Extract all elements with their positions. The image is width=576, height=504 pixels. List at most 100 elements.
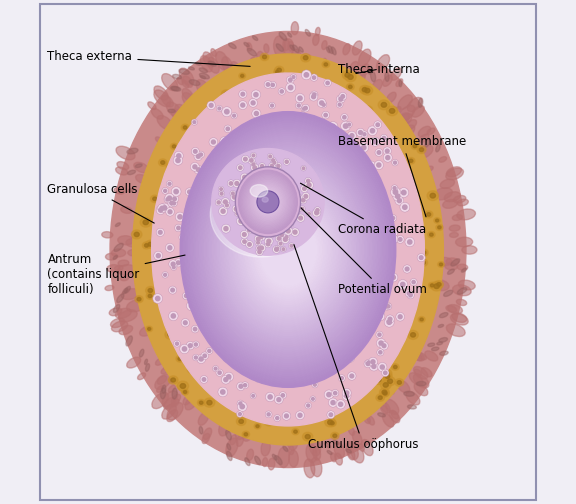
Ellipse shape — [174, 190, 179, 194]
Ellipse shape — [367, 416, 374, 425]
Ellipse shape — [252, 163, 255, 166]
Ellipse shape — [317, 98, 326, 107]
Ellipse shape — [324, 63, 328, 66]
Ellipse shape — [268, 230, 275, 238]
Ellipse shape — [260, 164, 264, 167]
Ellipse shape — [167, 403, 183, 420]
Ellipse shape — [381, 211, 391, 221]
Ellipse shape — [297, 196, 300, 199]
Ellipse shape — [301, 70, 312, 80]
Ellipse shape — [304, 371, 308, 374]
Ellipse shape — [257, 247, 260, 249]
Ellipse shape — [224, 125, 232, 133]
Ellipse shape — [289, 450, 298, 467]
Ellipse shape — [374, 160, 384, 170]
Ellipse shape — [333, 434, 337, 437]
Ellipse shape — [247, 197, 329, 302]
Ellipse shape — [198, 400, 205, 406]
Ellipse shape — [348, 426, 355, 435]
Ellipse shape — [113, 256, 118, 260]
Ellipse shape — [283, 181, 291, 189]
Ellipse shape — [372, 364, 376, 368]
Ellipse shape — [253, 205, 323, 294]
Ellipse shape — [381, 369, 389, 376]
Ellipse shape — [172, 266, 175, 269]
Ellipse shape — [166, 208, 175, 216]
Ellipse shape — [300, 90, 307, 96]
Ellipse shape — [193, 212, 199, 218]
Ellipse shape — [246, 188, 249, 191]
Ellipse shape — [383, 341, 386, 344]
Ellipse shape — [192, 126, 384, 373]
Text: Theca externa: Theca externa — [47, 50, 250, 67]
Ellipse shape — [236, 212, 238, 215]
Ellipse shape — [184, 294, 188, 297]
Ellipse shape — [434, 218, 441, 223]
Ellipse shape — [203, 168, 210, 175]
Ellipse shape — [346, 397, 351, 401]
Ellipse shape — [427, 213, 431, 216]
Ellipse shape — [311, 413, 314, 416]
Ellipse shape — [380, 388, 389, 396]
Ellipse shape — [304, 459, 315, 478]
Ellipse shape — [236, 435, 244, 447]
Ellipse shape — [379, 274, 384, 279]
Ellipse shape — [259, 163, 266, 169]
Ellipse shape — [412, 106, 425, 117]
Ellipse shape — [199, 169, 209, 178]
Ellipse shape — [244, 176, 291, 227]
Ellipse shape — [417, 254, 425, 262]
Ellipse shape — [239, 199, 245, 205]
Ellipse shape — [259, 192, 277, 212]
Ellipse shape — [342, 381, 351, 389]
Ellipse shape — [399, 238, 402, 241]
Text: Cumulus oöphorus: Cumulus oöphorus — [294, 244, 419, 452]
Ellipse shape — [172, 145, 176, 148]
Ellipse shape — [400, 202, 410, 212]
Ellipse shape — [309, 411, 316, 417]
Ellipse shape — [148, 102, 156, 109]
Ellipse shape — [425, 211, 433, 218]
Ellipse shape — [284, 39, 294, 56]
Ellipse shape — [223, 354, 232, 362]
Ellipse shape — [185, 142, 190, 146]
Ellipse shape — [246, 178, 290, 226]
Ellipse shape — [341, 400, 344, 404]
Ellipse shape — [327, 451, 332, 455]
Ellipse shape — [295, 380, 300, 384]
Ellipse shape — [233, 405, 236, 408]
Ellipse shape — [367, 356, 378, 365]
Ellipse shape — [403, 265, 411, 273]
Ellipse shape — [200, 55, 213, 72]
Ellipse shape — [229, 43, 236, 49]
Ellipse shape — [107, 265, 120, 272]
Ellipse shape — [333, 133, 342, 142]
Ellipse shape — [229, 403, 236, 410]
Ellipse shape — [308, 88, 313, 92]
Ellipse shape — [339, 402, 343, 406]
Ellipse shape — [219, 191, 225, 197]
Ellipse shape — [168, 196, 172, 200]
Ellipse shape — [177, 78, 183, 85]
Ellipse shape — [203, 52, 214, 67]
Ellipse shape — [457, 264, 468, 270]
Ellipse shape — [293, 403, 304, 412]
Ellipse shape — [239, 402, 242, 405]
Ellipse shape — [230, 435, 236, 445]
Ellipse shape — [191, 162, 199, 171]
Ellipse shape — [212, 149, 324, 255]
Ellipse shape — [409, 159, 413, 162]
Ellipse shape — [162, 95, 173, 107]
Ellipse shape — [411, 352, 422, 361]
Ellipse shape — [195, 130, 199, 134]
Ellipse shape — [396, 235, 404, 243]
Ellipse shape — [169, 260, 177, 269]
Ellipse shape — [303, 404, 306, 407]
Ellipse shape — [346, 150, 354, 157]
Ellipse shape — [156, 254, 160, 258]
Ellipse shape — [437, 283, 441, 286]
Ellipse shape — [261, 440, 270, 456]
Ellipse shape — [388, 348, 391, 351]
Ellipse shape — [332, 390, 339, 397]
Ellipse shape — [301, 402, 308, 408]
